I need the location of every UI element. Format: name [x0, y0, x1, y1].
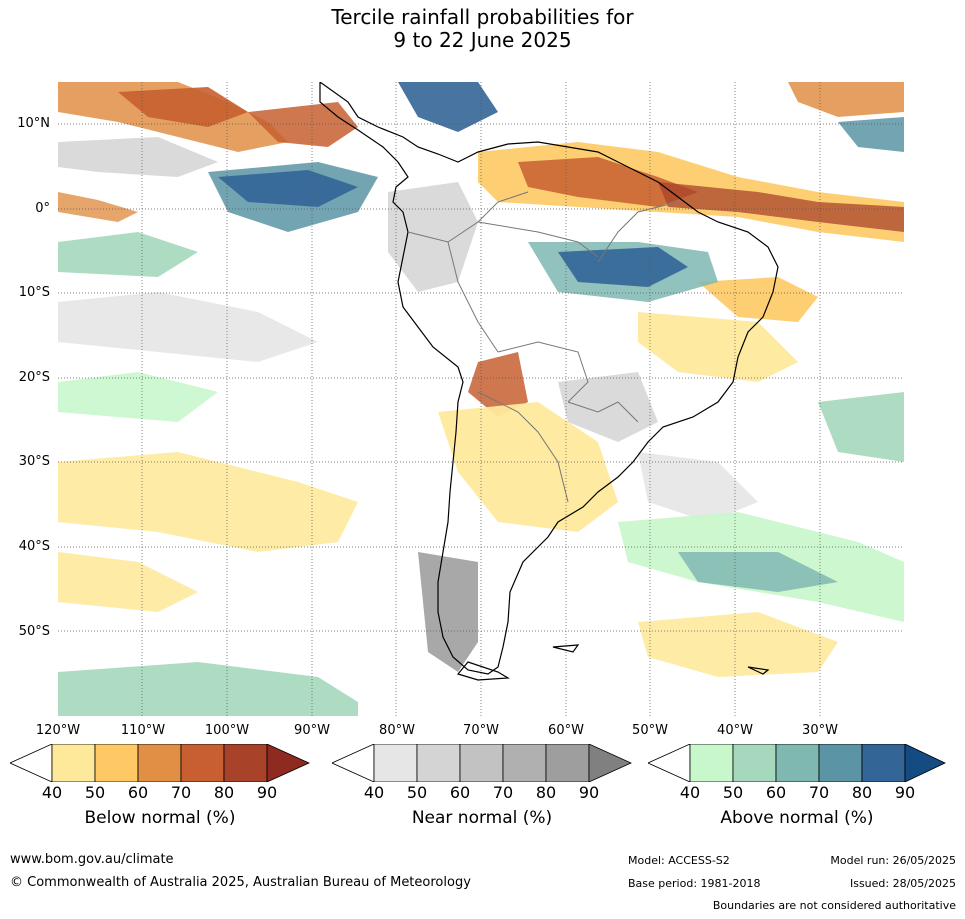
colorbar-above-title: Above normal (%) — [720, 808, 874, 828]
colorbar-below-title: Below normal (%) — [84, 808, 236, 828]
lon-label-110w: 110°W — [120, 723, 166, 738]
colorbar-above-tick: 40 — [679, 783, 701, 802]
above-normal-areas — [58, 82, 904, 716]
colorbar-below-segment-80-90 — [223, 744, 268, 782]
colorbar-near-segment-80-90 — [545, 744, 590, 782]
lat-label-0: 0° — [35, 201, 50, 216]
colorbar-below-tick: 90 — [256, 783, 278, 802]
colorbar-above-segment-40-50 — [689, 744, 734, 782]
coastlines — [319, 80, 779, 681]
colorbar-above-tick: 80 — [851, 783, 873, 802]
colorbar-below-segment-40-50 — [51, 744, 96, 782]
colorbar-near-segment-60-70 — [459, 744, 504, 782]
below-normal-areas — [58, 82, 904, 677]
lon-label-40w: 40°W — [717, 723, 753, 738]
lat-label-40s: 40°S — [18, 539, 50, 554]
colorbar-near-segment-40-50 — [373, 744, 418, 782]
colorbar-below-segment-70-80 — [180, 744, 225, 782]
lat-label-30s: 30°S — [18, 454, 50, 469]
map-title: Tercile rainfall probabilities for 9 to … — [0, 6, 965, 52]
colorbar-near-segment-upper — [588, 744, 632, 782]
colorbar-near-tick: 90 — [578, 783, 600, 802]
colorbar-above — [648, 744, 946, 782]
copyright-text: © Commonwealth of Australia 2025, Austra… — [10, 875, 471, 890]
near-normal-areas — [58, 137, 758, 672]
lon-label-50w: 50°W — [632, 723, 668, 738]
colorbar-below-tick: 70 — [170, 783, 192, 802]
lon-label-30w: 30°W — [802, 723, 838, 738]
model-run-date: Model run: 26/05/2025 — [830, 854, 956, 867]
colorbar-near-segment-70-80 — [502, 744, 547, 782]
colorbar-below — [10, 744, 310, 782]
model-name: Model: ACCESS-S2 — [628, 854, 730, 867]
lat-label-10s: 10°S — [18, 285, 50, 300]
colorbar-below-tick: 60 — [127, 783, 149, 802]
colorbar-above-segment-70-80 — [818, 744, 863, 782]
lon-label-120w: 120°W — [35, 723, 81, 738]
colorbar-near-segment-lower — [332, 744, 375, 782]
colorbar-below-tick: 40 — [41, 783, 63, 802]
colorbar-below-tick: 80 — [213, 783, 235, 802]
colorbar-above-tick: 90 — [894, 783, 916, 802]
colorbar-above-segment-upper — [904, 744, 946, 782]
title-line-2: 9 to 22 June 2025 — [393, 28, 572, 52]
graticule — [58, 82, 904, 716]
lon-label-100w: 100°W — [204, 723, 250, 738]
colorbar-near-tick: 60 — [449, 783, 471, 802]
colorbar-above-tick: 60 — [765, 783, 787, 802]
colorbar-near-tick: 50 — [406, 783, 428, 802]
colorbar-near — [332, 744, 632, 782]
colorbar-above-segment-80-90 — [861, 744, 906, 782]
colorbar-above-segment-60-70 — [775, 744, 820, 782]
lat-label-10n: 10°N — [17, 116, 50, 131]
probability-map — [58, 80, 904, 716]
colorbar-near-title: Near normal (%) — [411, 808, 553, 828]
colorbar-below-tick: 50 — [84, 783, 106, 802]
boundaries-disclaimer: Boundaries are not considered authoritat… — [712, 899, 956, 912]
colorbar-below-segment-50-60 — [94, 744, 139, 782]
lon-label-80w: 80°W — [379, 723, 415, 738]
colorbar-above-tick: 50 — [722, 783, 744, 802]
lon-label-60w: 60°W — [548, 723, 584, 738]
lon-label-70w: 70°W — [463, 723, 499, 738]
colorbar-above-segment-50-60 — [732, 744, 777, 782]
issued-date: Issued: 28/05/2025 — [849, 877, 956, 890]
colorbar-above-tick: 70 — [808, 783, 830, 802]
colorbar-above-segment-lower — [648, 744, 691, 782]
map-canvas — [58, 80, 904, 716]
title-line-1: Tercile rainfall probabilities for — [331, 5, 634, 29]
colorbar-near-tick: 40 — [363, 783, 385, 802]
colorbar-below-segment-upper — [266, 744, 310, 782]
lat-label-50s: 50°S — [18, 624, 50, 639]
colorbar-below-segment-60-70 — [137, 744, 182, 782]
colorbar-near-tick: 80 — [535, 783, 557, 802]
country-borders — [407, 191, 679, 503]
colorbar-near-tick: 70 — [492, 783, 514, 802]
colorbar-below-segment-lower — [10, 744, 53, 782]
colorbar-near-segment-50-60 — [416, 744, 461, 782]
lon-label-90w: 90°W — [294, 723, 330, 738]
base-period: Base period: 1981-2018 — [628, 877, 761, 890]
website-link[interactable]: www.bom.gov.au/climate — [10, 852, 174, 867]
lat-label-20s: 20°S — [18, 370, 50, 385]
